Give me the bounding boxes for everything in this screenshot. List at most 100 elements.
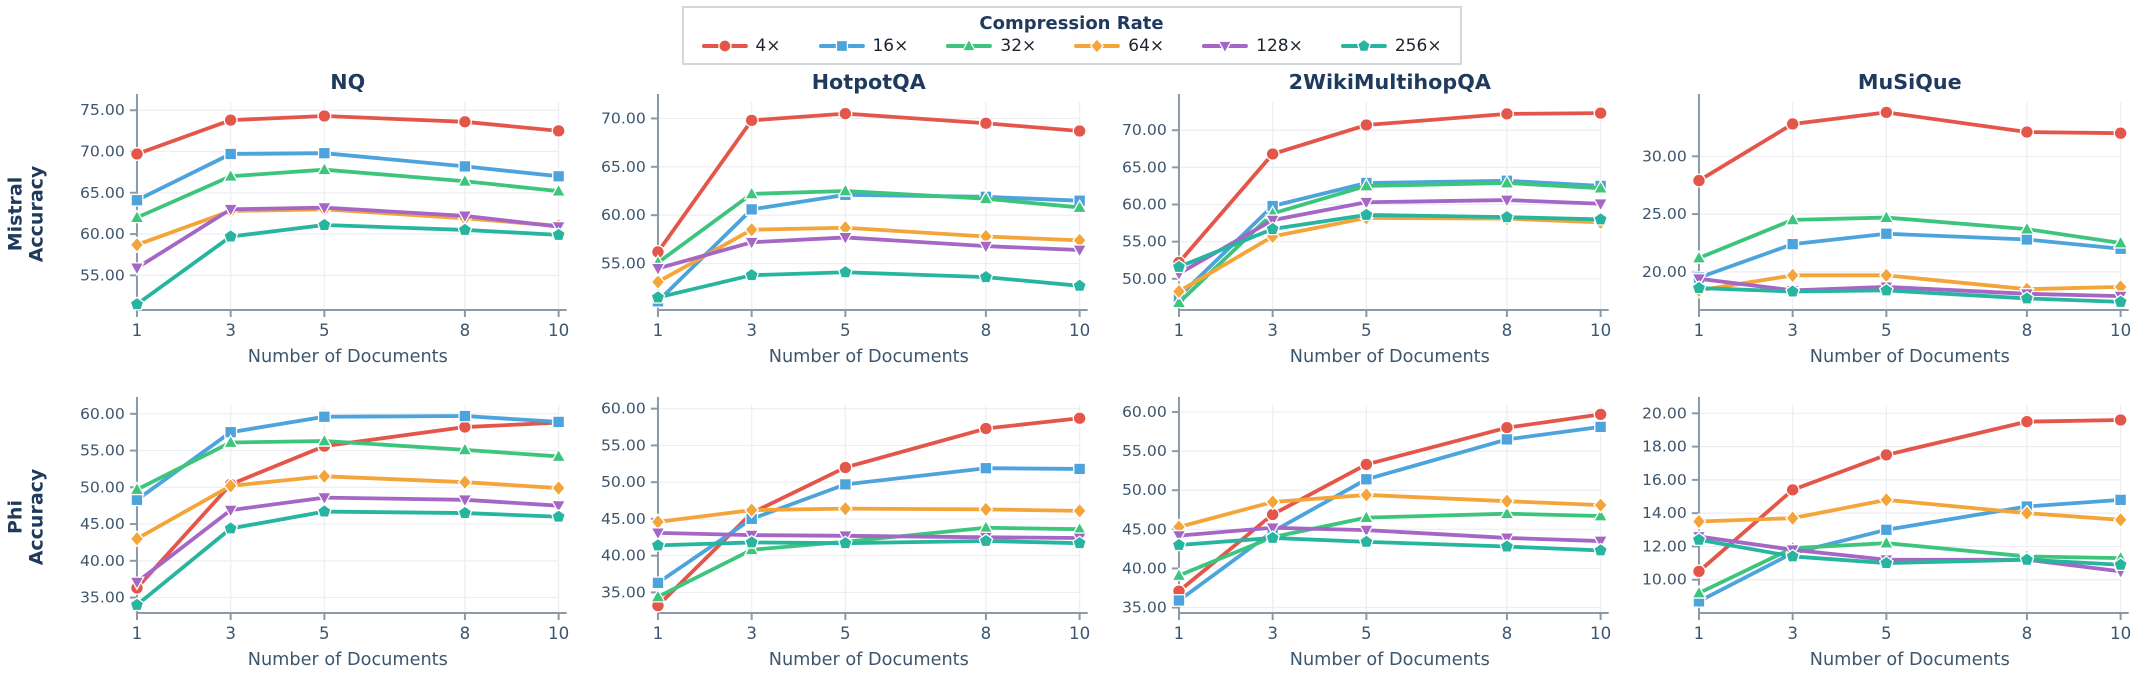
chart-phi-hotpotqa: 35.00 40.00 45.00 50.00 55.00 60.00 1 3 5 8 10 Numb…	[601, 397, 1090, 670]
legend-item-label: 4×	[755, 36, 781, 56]
y-tick-label: 30.00	[1642, 147, 1687, 165]
data-point-marker	[838, 106, 853, 121]
data-point-marker	[649, 527, 666, 542]
series-line-4x	[655, 111, 1082, 254]
data-point-marker	[743, 221, 759, 239]
x-tick-label: 8	[460, 321, 471, 340]
series-line-128x	[1697, 534, 2123, 574]
data-point-marker	[2113, 557, 2129, 572]
data-point-marker	[457, 114, 472, 129]
data-point-marker	[550, 447, 567, 463]
y-tick-label: 40.00	[601, 547, 646, 565]
y-tick-label: 40.00	[1121, 560, 1166, 578]
chart-title: NQ	[330, 72, 365, 94]
x-tick-label: 5	[1361, 321, 1372, 340]
x-tick-label: 10	[1069, 321, 1090, 340]
data-point-marker	[1217, 40, 1233, 54]
x-axis-label: Number of Documents	[769, 347, 969, 367]
legend-item-64x: 64×	[1074, 36, 1164, 56]
data-point-marker	[1879, 447, 1894, 462]
x-tick-label: 3	[225, 321, 236, 340]
series-line-4x	[1697, 110, 2123, 183]
data-point-marker	[1592, 179, 1609, 194]
data-point-marker	[129, 597, 145, 612]
series-line-64x	[655, 506, 1082, 524]
data-point-marker	[1090, 38, 1105, 54]
x-tick-label: 3	[1267, 624, 1278, 643]
series-line-128x	[655, 530, 1082, 540]
data-point-marker	[457, 420, 472, 434]
y-tick-label: 35.00	[1121, 599, 1166, 617]
data-point-marker	[457, 473, 473, 491]
x-tick-label: 1	[1694, 624, 1705, 643]
data-point-marker	[129, 576, 145, 591]
data-point-marker	[2113, 511, 2129, 529]
x-tick-label: 3	[1267, 321, 1278, 340]
series-line-4x	[135, 114, 561, 156]
y-tick-label: 70.00	[601, 110, 646, 128]
data-point-marker	[316, 503, 332, 518]
data-point-marker	[1879, 282, 1895, 297]
series-line-64x	[1176, 215, 1603, 294]
data-point-marker	[316, 491, 333, 507]
series-line-128x	[1176, 198, 1603, 276]
data-point-marker	[222, 203, 239, 218]
data-point-marker	[223, 520, 239, 535]
y-tick-label: 10.00	[1642, 571, 1687, 589]
data-point-marker	[837, 500, 853, 518]
y-tick-label: 55.00	[80, 266, 125, 284]
data-point-marker	[1785, 117, 1800, 131]
legend-marker-diamond-icon	[1074, 38, 1121, 54]
data-point-marker	[835, 39, 848, 53]
data-point-marker	[1592, 496, 1608, 514]
x-tick-label: 3	[225, 624, 236, 643]
data-point-marker	[1878, 534, 1895, 549]
data-point-marker	[458, 409, 472, 423]
y-tick-label: 45.00	[601, 510, 646, 528]
y-tick-label: 50.00	[1121, 270, 1166, 288]
data-point-marker	[1691, 249, 1708, 264]
data-point-marker	[223, 228, 239, 243]
data-point-marker	[129, 147, 144, 161]
series-line-64x	[1176, 493, 1603, 529]
chart-grid: Mistral Accuracy 55.00 60.00 65.00 70.00 75.…	[0, 72, 2143, 678]
data-point-marker	[1880, 227, 1894, 241]
data-point-marker	[129, 481, 145, 496]
y-tick-label: 60.00	[80, 225, 125, 243]
y-tick-label: 20.00	[1642, 404, 1687, 422]
y-tick-label: 50.00	[601, 473, 646, 491]
y-tick-label: 55.00	[601, 255, 646, 273]
data-point-marker	[1592, 211, 1608, 226]
data-point-marker	[316, 217, 332, 232]
x-tick-label: 8	[1501, 321, 1512, 340]
data-point-marker	[1691, 273, 1708, 288]
data-point-marker	[2019, 220, 2036, 235]
legend-marker-triangle-down-icon	[1202, 40, 1249, 54]
y-tick-label: 60.00	[601, 206, 646, 224]
data-point-marker	[1786, 237, 1800, 251]
data-point-marker	[1264, 530, 1280, 545]
x-tick-label: 8	[980, 624, 991, 643]
data-point-marker	[977, 190, 994, 205]
x-axis-label: Number of Documents	[248, 347, 448, 367]
data-point-marker	[316, 161, 333, 176]
chart-mistral-musique: 20.00 25.00 30.00 1 3 5 8 10 MuSiQue Number of Do…	[1642, 72, 2131, 367]
data-point-marker	[837, 535, 853, 550]
data-point-marker	[1785, 509, 1801, 527]
data-point-marker	[129, 296, 145, 311]
series-line-256x	[655, 270, 1082, 300]
data-point-marker	[1499, 432, 1513, 446]
data-point-marker	[1358, 486, 1374, 504]
data-point-marker	[1171, 537, 1186, 552]
data-point-marker	[961, 38, 977, 52]
data-point-marker	[1785, 266, 1801, 284]
y-tick-label: 70.00	[80, 143, 125, 161]
series-line-256x	[655, 539, 1082, 548]
data-point-marker	[223, 477, 239, 495]
data-point-marker	[1171, 594, 1185, 607]
x-tick-label: 8	[460, 624, 471, 643]
data-point-marker	[1264, 221, 1280, 236]
x-tick-label: 5	[1881, 624, 1892, 643]
series-line-16x	[1697, 231, 2123, 280]
